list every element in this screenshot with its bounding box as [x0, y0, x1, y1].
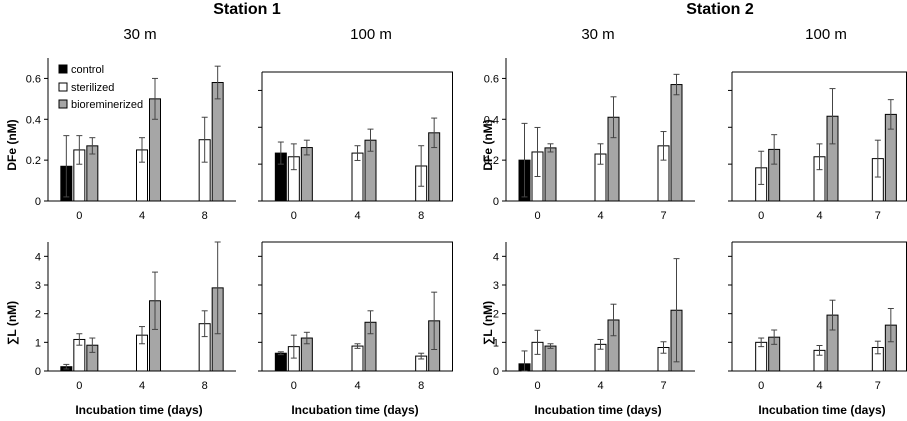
y-tick-label: 0.2 — [26, 155, 41, 167]
y-tick-label: 0.2 — [484, 155, 499, 167]
y-axis-title-dfe-s2: DFe (nM) — [481, 119, 495, 170]
bar-bioreminerized-day-8 — [211, 82, 224, 202]
depth-label-s1-30m: 30 m — [123, 26, 156, 43]
x-tick-label: 7 — [875, 210, 881, 222]
x-tick-label: 0 — [758, 210, 764, 222]
y-tick-label: 0 — [493, 366, 499, 378]
y-tick-label: 0 — [493, 196, 499, 208]
x-tick-label: 4 — [354, 380, 360, 392]
x-tick-label: 4 — [816, 210, 822, 222]
legend-swatch-control — [58, 64, 68, 74]
x-tick-label: 8 — [418, 210, 424, 222]
x-tick-label: 0 — [76, 380, 82, 392]
bar-bioreminerized-day-0 — [544, 147, 557, 202]
x-tick-label: 0 — [291, 380, 297, 392]
legend: control sterilized bioreminerized — [58, 64, 143, 111]
x-tick-label: 8 — [202, 380, 208, 392]
depth-label-s2-100m: 100 m — [805, 26, 847, 43]
bar-control-day-0 — [274, 352, 287, 372]
y-tick-label: 4 — [35, 251, 41, 263]
x-axis-title-s1-30m: Incubation time (days) — [75, 403, 202, 417]
x-tick-label: 7 — [875, 380, 881, 392]
legend-swatch-sterilized — [58, 82, 68, 92]
legend-label-sterilized: sterilized — [71, 82, 114, 94]
x-tick-label: 0 — [291, 210, 297, 222]
station-2-title: Station 2 — [686, 1, 754, 18]
x-tick-label: 4 — [139, 210, 145, 222]
station-1-title: Station 1 — [213, 1, 281, 18]
x-tick-label: 0 — [534, 380, 540, 392]
x-tick-label: 4 — [597, 210, 603, 222]
x-tick-label: 0 — [534, 210, 540, 222]
x-tick-label: 4 — [816, 380, 822, 392]
y-tick-label: 3 — [35, 280, 41, 292]
depth-label-s2-30m: 30 m — [581, 26, 614, 43]
bar-bioreminerized-day-7 — [670, 84, 683, 202]
x-axis-title-s2-100m: Incubation time (days) — [758, 403, 885, 417]
y-tick-label: 2 — [35, 309, 41, 321]
y-axis-title-dfe-s1: DFe (nM) — [5, 119, 19, 170]
x-tick-label: 0 — [758, 380, 764, 392]
legend-label-control: control — [71, 64, 104, 76]
x-tick-label: 0 — [76, 210, 82, 222]
bar-bioreminerized-day-0 — [300, 147, 313, 202]
bar-sterilized-day-4 — [351, 345, 364, 372]
x-tick-label: 4 — [354, 210, 360, 222]
y-tick-label: 0.4 — [484, 114, 499, 126]
x-tick-label: 4 — [139, 380, 145, 392]
x-tick-label: 7 — [660, 380, 666, 392]
x-tick-label: 4 — [597, 380, 603, 392]
bar-bioreminerized-day-0 — [544, 345, 557, 372]
y-tick-label: 0 — [35, 366, 41, 378]
x-tick-label: 7 — [660, 210, 666, 222]
legend-label-bioreminerized: bioreminerized — [71, 99, 143, 111]
y-tick-label: 4 — [493, 251, 499, 263]
y-axis-title-sumL-s2: ∑L (nM) — [481, 301, 495, 345]
y-tick-label: 0.6 — [26, 73, 41, 85]
y-tick-label: 0 — [35, 196, 41, 208]
y-tick-label: 0.6 — [484, 73, 499, 85]
x-axis-title-s2-30m: Incubation time (days) — [534, 403, 661, 417]
legend-swatch-bioreminerized — [58, 99, 68, 109]
y-axis-title-sumL-s1: ∑L (nM) — [5, 301, 19, 345]
y-tick-label: 3 — [493, 280, 499, 292]
y-tick-label: 2 — [493, 309, 499, 321]
y-tick-label: 1 — [35, 337, 41, 349]
y-tick-label: 1 — [493, 337, 499, 349]
x-tick-label: 8 — [202, 210, 208, 222]
depth-label-s1-100m: 100 m — [350, 26, 392, 43]
x-axis-title-s1-100m: Incubation time (days) — [291, 403, 418, 417]
x-tick-label: 8 — [418, 380, 424, 392]
y-tick-label: 0.4 — [26, 114, 41, 126]
